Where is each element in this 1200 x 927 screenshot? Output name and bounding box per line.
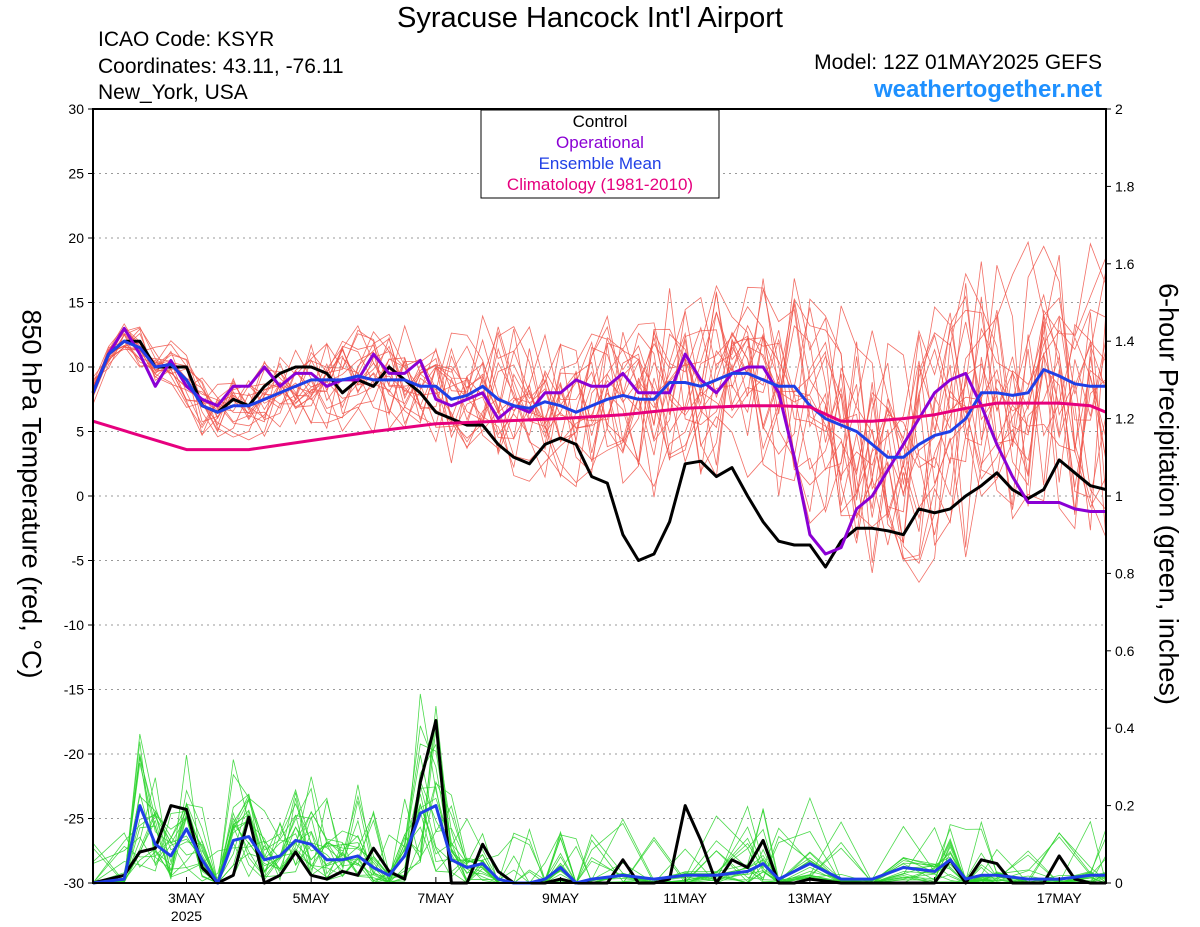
x-tick-label: 7MAY <box>417 890 455 906</box>
temperature-member-line <box>92 272 1107 544</box>
ensemble-member-lines <box>92 240 1107 885</box>
precipitation-ensemble_mean-line <box>92 804 1106 885</box>
x-tick-label: 5MAY <box>293 890 331 906</box>
temperature-ensemble_mean-line <box>91 339 1106 459</box>
x-tick-label: 17MAY <box>1037 890 1083 906</box>
x-tick-label: 15MAY <box>912 890 958 906</box>
y-axis-left-label: 850 hPa Temperature (red, °C) <box>16 309 47 679</box>
main-series-lines <box>91 326 1107 885</box>
y-right-tick-label: 2 <box>1115 101 1123 117</box>
x-tick-label: 13MAY <box>787 890 833 906</box>
y-right-tick-label: 1 <box>1115 488 1123 504</box>
temperature-control-line <box>91 339 1107 569</box>
model-run: Model: 12Z 01MAY2025 GEFS <box>814 51 1102 74</box>
coordinates: Coordinates: 43.11, -76.11 <box>98 55 344 78</box>
x-tick-label: 11MAY <box>663 890 707 906</box>
legend-entry: Ensemble Mean <box>539 154 662 173</box>
y-left-tick-label: 5 <box>76 424 84 440</box>
precipitation-member-line <box>92 718 1107 884</box>
legend-entry: Control <box>573 112 628 131</box>
y-left-tick-label: 30 <box>68 101 84 117</box>
y-right-tick-label: 0.4 <box>1115 720 1135 736</box>
y-right-tick-label: 0 <box>1115 875 1123 891</box>
y-right-tick-label: 0.8 <box>1115 565 1135 581</box>
legend-entry: Climatology (1981-2010) <box>507 175 693 194</box>
y-left-tick-label: -25 <box>64 811 84 827</box>
y-right-tick-label: 0.2 <box>1115 798 1135 814</box>
y-right-tick-label: 1.4 <box>1115 333 1135 349</box>
temperature-climatology-line <box>92 401 1107 452</box>
icao-code: ICAO Code: KSYR <box>98 28 275 51</box>
temperature-member-line <box>92 261 1107 520</box>
y-right-tick-label: 0.6 <box>1115 643 1135 659</box>
site-link[interactable]: weathertogether.net <box>873 76 1102 103</box>
y-left-tick-label: 0 <box>76 488 84 504</box>
y-left-tick-label: 10 <box>68 359 84 375</box>
temperature-member-line <box>92 303 1107 548</box>
y-left-tick-label: -10 <box>64 617 84 633</box>
legend-box <box>480 109 720 199</box>
y-left-tick-label: 20 <box>68 230 84 246</box>
location: New_York, USA <box>98 81 248 104</box>
y-right-tick-label: 1.8 <box>1115 178 1135 194</box>
y-left-tick-label: -30 <box>64 875 84 891</box>
y-left-tick-label: 25 <box>68 166 84 182</box>
legend: Control Operational Ensemble Mean Climatolo… <box>480 109 720 199</box>
temperature-operational-line <box>91 326 1106 556</box>
y-left-tick-label: -5 <box>72 553 85 569</box>
y-axis-right-label: 6-hour Precipitation (green, inches) <box>1153 283 1184 705</box>
y-left-tick-label: 15 <box>68 295 84 311</box>
y-left-tick-label: -15 <box>64 682 84 698</box>
y-right-tick-label: 1.6 <box>1115 256 1135 272</box>
chart-title: Syracuse Hancock Int'l Airport <box>397 2 783 34</box>
temperature-member-line <box>92 293 1107 558</box>
axis-ticks: 302520151050-5-10-15-20-25-3021.81.61.41… <box>64 101 1135 924</box>
gridlines <box>93 173 1106 819</box>
x-tick-label: 9MAY <box>542 890 580 906</box>
legend-entry: Operational <box>556 133 644 152</box>
temperature-member-line <box>92 310 1107 547</box>
y-right-tick-label: 1.2 <box>1115 411 1135 427</box>
x-tick-year-label: 2025 <box>171 908 202 924</box>
y-left-tick-label: -20 <box>64 746 84 762</box>
x-tick-label: 3MAY <box>168 890 206 906</box>
